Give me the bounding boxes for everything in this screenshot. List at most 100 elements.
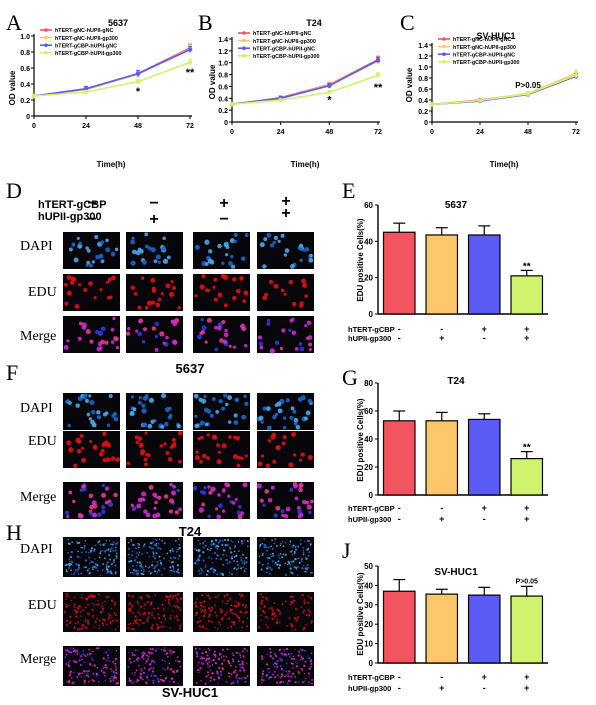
cell-nucleus bbox=[230, 682, 233, 685]
cell-nucleus bbox=[101, 622, 105, 625]
cell-nucleus bbox=[85, 618, 87, 621]
cell-nucleus bbox=[85, 551, 87, 553]
cell-nucleus bbox=[225, 402, 229, 407]
cell-nucleus bbox=[213, 551, 217, 555]
cell-nucleus bbox=[153, 660, 156, 664]
cell-nucleus bbox=[65, 680, 68, 683]
header-sign: − bbox=[219, 211, 228, 228]
cell-nucleus bbox=[131, 651, 134, 654]
cell-nucleus bbox=[237, 514, 243, 520]
cell-nucleus bbox=[80, 546, 82, 549]
treatment-sign: + bbox=[524, 333, 529, 343]
data-point bbox=[278, 97, 283, 103]
cell-nucleus bbox=[141, 408, 147, 414]
cell-nucleus bbox=[109, 550, 112, 553]
cell-nucleus bbox=[262, 503, 266, 507]
cell-nucleus bbox=[65, 605, 69, 608]
cell-nucleus bbox=[114, 542, 117, 546]
cell-nucleus bbox=[292, 662, 294, 665]
cell-nucleus bbox=[300, 395, 306, 401]
cell-nucleus bbox=[263, 611, 266, 614]
cell-nucleus bbox=[232, 277, 237, 282]
y-axis-label: OD value bbox=[208, 64, 217, 99]
cell-nucleus bbox=[148, 668, 151, 671]
cell-nucleus bbox=[152, 551, 154, 553]
cell-nucleus bbox=[201, 542, 205, 545]
cell-nucleus bbox=[107, 570, 110, 573]
cell-nucleus bbox=[144, 462, 148, 467]
cell-nucleus bbox=[199, 420, 205, 426]
treatment-sign: + bbox=[524, 324, 529, 334]
cell-nucleus bbox=[174, 594, 177, 597]
cell-nucleus bbox=[246, 540, 249, 543]
cell-nucleus bbox=[276, 660, 279, 663]
cell-nucleus bbox=[294, 628, 297, 631]
cell-nucleus bbox=[273, 513, 278, 518]
cell-nucleus bbox=[105, 247, 111, 253]
cell-nucleus bbox=[137, 542, 139, 545]
cell-nucleus bbox=[104, 411, 109, 416]
cell-nucleus bbox=[133, 681, 136, 684]
cell-nucleus bbox=[144, 603, 147, 606]
cell-nucleus bbox=[151, 647, 154, 651]
header-sign: − bbox=[87, 211, 96, 228]
cell-nucleus bbox=[200, 662, 203, 664]
cell-nucleus bbox=[72, 499, 76, 504]
cell-nucleus bbox=[308, 347, 312, 352]
cell-nucleus bbox=[272, 657, 275, 660]
cell-nucleus bbox=[285, 600, 287, 603]
cell-nucleus bbox=[291, 549, 293, 552]
cell-nucleus bbox=[164, 421, 169, 427]
cell-nucleus bbox=[147, 246, 152, 251]
cell-nucleus bbox=[304, 556, 307, 559]
cell-nucleus bbox=[292, 483, 299, 489]
cell-nucleus bbox=[95, 673, 98, 676]
treatment-sign: - bbox=[440, 503, 443, 513]
cell-nucleus bbox=[76, 676, 79, 679]
cell-nucleus bbox=[216, 627, 219, 630]
cell-nucleus bbox=[304, 570, 307, 573]
cell-nucleus bbox=[245, 662, 248, 665]
cell-nucleus bbox=[74, 650, 77, 653]
cell-nucleus bbox=[71, 541, 73, 544]
cell-nucleus bbox=[233, 435, 237, 440]
cell-nucleus bbox=[297, 670, 300, 673]
cell-nucleus bbox=[126, 461, 131, 466]
cell-nucleus bbox=[269, 348, 275, 354]
legend-marker bbox=[44, 51, 48, 55]
cell-nucleus bbox=[144, 662, 147, 665]
cell-nucleus bbox=[104, 600, 107, 603]
cell-nucleus bbox=[83, 679, 87, 682]
cell-nucleus bbox=[232, 671, 235, 674]
cell-nucleus bbox=[113, 612, 116, 614]
cell-nucleus bbox=[73, 596, 76, 598]
cell-nucleus bbox=[280, 673, 284, 676]
cell-nucleus bbox=[194, 562, 197, 565]
cell-nucleus bbox=[197, 334, 202, 340]
cell-nucleus bbox=[130, 395, 135, 399]
cell-nucleus bbox=[108, 540, 111, 542]
cell-nucleus bbox=[178, 547, 181, 550]
cell-nucleus bbox=[217, 541, 220, 544]
cell-nucleus bbox=[76, 439, 82, 444]
cell-nucleus bbox=[139, 613, 142, 616]
y-tick-label: 80 bbox=[364, 379, 373, 388]
cell-nucleus bbox=[261, 563, 264, 566]
cell-nucleus bbox=[163, 567, 166, 570]
cell-nucleus bbox=[102, 671, 106, 674]
cell-nucleus bbox=[211, 664, 214, 666]
cell-nucleus bbox=[81, 546, 84, 549]
cell-nucleus bbox=[289, 563, 292, 566]
cell-nucleus bbox=[150, 277, 156, 283]
cell-nucleus bbox=[107, 277, 112, 282]
cell-nucleus bbox=[258, 415, 264, 421]
cell-nucleus bbox=[157, 297, 162, 302]
cell-nucleus bbox=[85, 606, 87, 609]
cell-nucleus bbox=[131, 654, 134, 657]
cell-nucleus bbox=[200, 679, 202, 682]
cell-nucleus bbox=[142, 570, 145, 573]
cell-nucleus bbox=[216, 325, 222, 331]
cell-nucleus bbox=[106, 442, 111, 448]
row-label-edu: EDU bbox=[28, 285, 57, 300]
cell-nucleus bbox=[69, 620, 72, 623]
